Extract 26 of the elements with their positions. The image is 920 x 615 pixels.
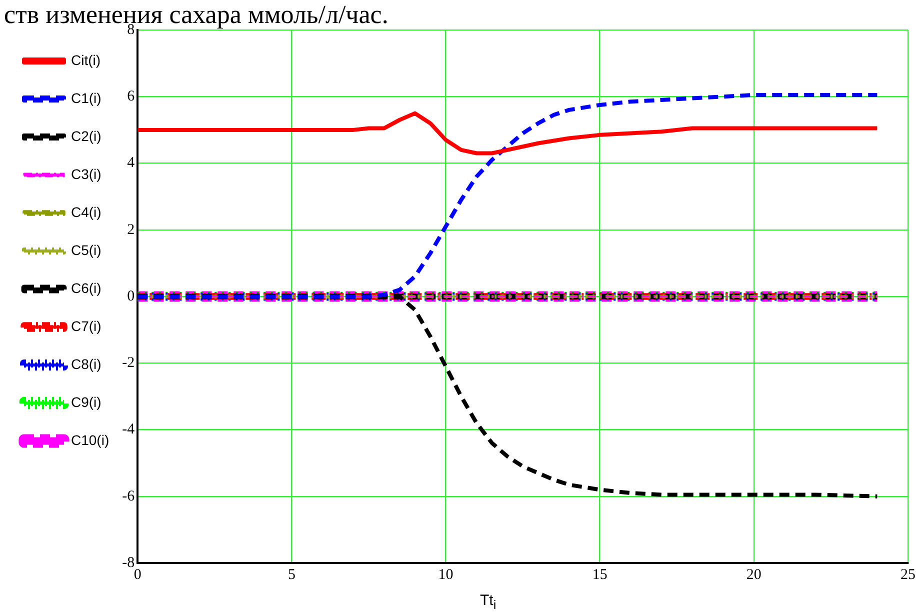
y-tick-label: 6 — [127, 88, 136, 105]
x-tick-label: 5 — [288, 566, 296, 583]
y-tick-label: -6 — [122, 488, 136, 504]
legend-label: C6(i) — [71, 280, 102, 296]
y-tick-label: -2 — [122, 355, 135, 372]
x-tick-label: 15 — [592, 566, 608, 583]
legend-label: C1(i) — [71, 90, 102, 106]
legend-label: C9(i) — [71, 394, 102, 410]
y-tick-label: 8 — [127, 22, 135, 38]
legend-label: C5(i) — [71, 242, 102, 258]
legend-label: C2(i) — [71, 128, 102, 144]
legend-label: Cit(i) — [71, 52, 101, 68]
y-tick-label: 4 — [127, 155, 136, 172]
legend-label: C4(i) — [71, 204, 102, 220]
legend-label: C10(i) — [71, 432, 110, 448]
y-tick-label: 0 — [127, 288, 135, 304]
x-tick-label: 20 — [746, 566, 762, 583]
x-tick-label: 10 — [438, 566, 454, 583]
legend-label: C8(i) — [71, 356, 102, 372]
legend-label: C3(i) — [71, 166, 102, 182]
y-tick-label: -8 — [122, 554, 135, 571]
y-tick-label: -4 — [122, 422, 136, 438]
y-tick-label: 2 — [127, 222, 135, 238]
x-tick-label: 25 — [900, 566, 916, 583]
x-axis-title: Tt$_{i}$ — [480, 592, 496, 612]
legend-label: C7(i) — [71, 318, 102, 334]
